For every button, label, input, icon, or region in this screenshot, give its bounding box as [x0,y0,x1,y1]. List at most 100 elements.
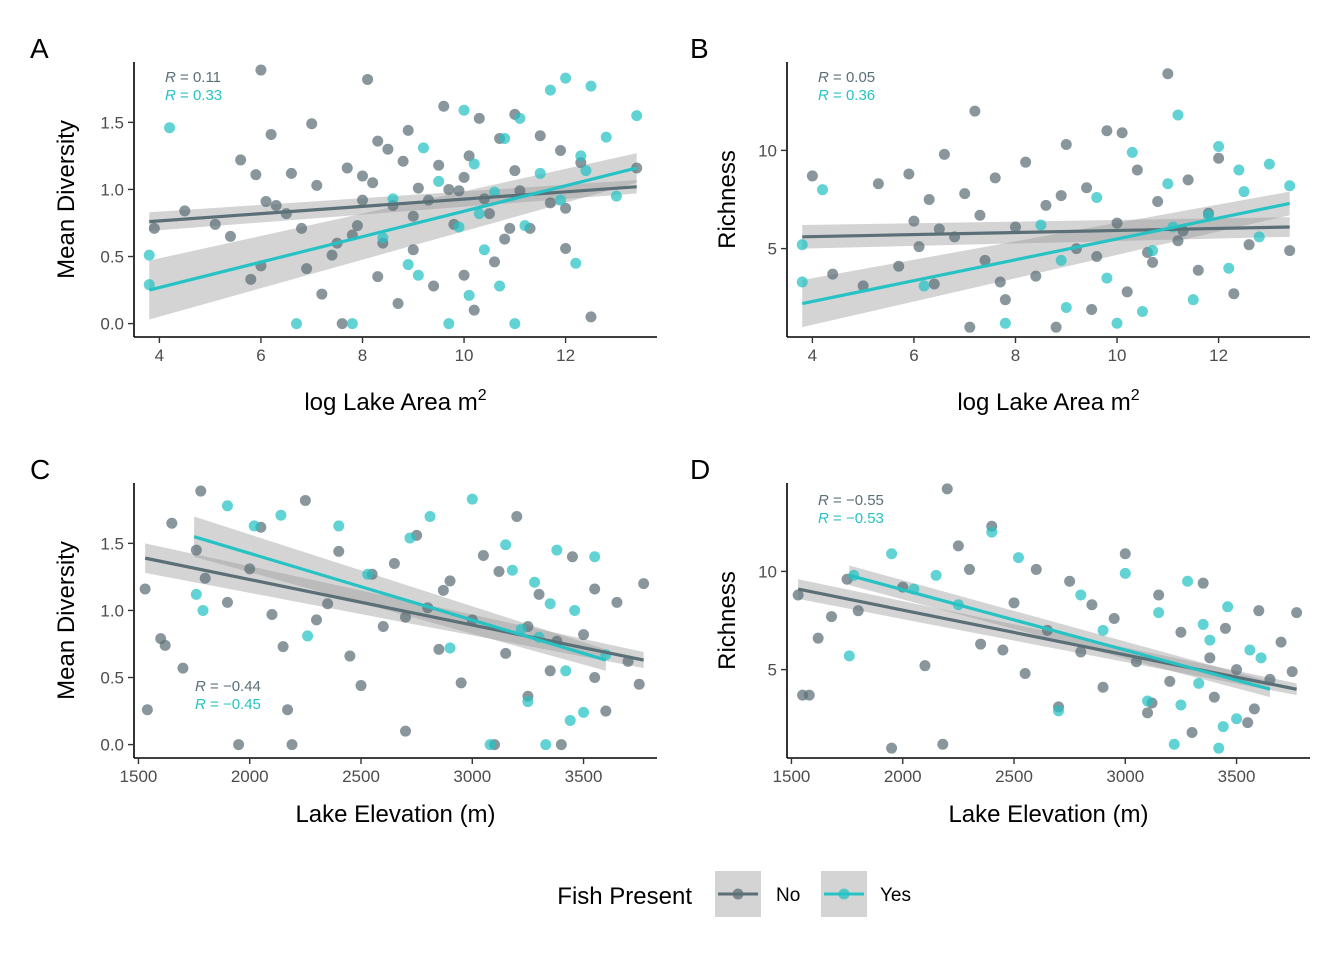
x-tick-label: 2000 [884,767,922,786]
fit-line-no [149,185,637,224]
data-point-yes [600,131,612,143]
data-point-yes [458,104,470,116]
x-tick-label: 1500 [120,767,158,786]
correlation-value: = −0.53 [829,510,884,527]
x-tick-label: 8 [358,346,367,365]
data-point-no [341,162,353,174]
panel-tag: B [690,33,709,64]
data-point-no [544,665,556,677]
data-point-no [997,644,1009,656]
data-point-no [433,159,445,171]
x-tick-label: 2500 [995,767,1033,786]
data-point-no [1050,321,1062,333]
data-point-no [377,621,389,633]
data-point-yes [560,72,572,84]
data-point-no [1213,152,1225,164]
confidence-bands [802,191,1290,328]
data-point-yes [1168,738,1180,750]
correlation-label-yes: R = −0.53 [818,510,884,527]
data-point-yes [578,706,590,718]
data-point-no [504,222,516,234]
data-point-yes [290,318,302,330]
data-point-yes [1263,158,1275,170]
data-point-no [1286,666,1298,678]
data-point-no [1119,548,1131,560]
data-point-yes [1182,575,1194,587]
correlation-label-no: R = 0.05 [818,69,875,86]
data-point-no [937,738,949,750]
data-point-yes [918,280,930,292]
correlation-label-yes: R = 0.36 [818,87,875,104]
data-point-no [1147,256,1159,268]
data-point-yes [1213,140,1225,152]
data-point-no [857,280,869,292]
data-point-no [1108,613,1120,625]
data-point-no [852,605,864,617]
correlation-value: = 0.36 [829,87,875,104]
data-point-no [362,73,374,85]
data-point-no [195,485,207,497]
data-point-no [299,494,311,506]
data-point-yes [412,269,424,281]
data-point-yes [1091,192,1103,204]
x-tick-label: 3000 [1106,767,1144,786]
data-point-no [1030,270,1042,282]
data-point-no [886,742,898,754]
data-point-yes [1147,245,1159,257]
correlation-symbol: R [165,69,176,86]
data-point-yes [555,194,567,206]
data-point-no [1086,304,1098,315]
data-point-yes [197,604,209,616]
data-point-no [941,483,953,495]
data-point-no [1086,599,1098,611]
data-point-yes [529,576,541,588]
data-point-yes [515,623,527,635]
legend-item-no: No [715,871,800,917]
data-point-no [351,220,363,232]
correlation-symbol: R [818,69,829,86]
data-point-no [356,170,368,182]
data-point-no [255,64,267,76]
data-point-no [296,222,308,234]
data-point-no [1243,239,1255,251]
data-point-yes [499,132,511,144]
data-point-no [1091,250,1103,262]
data-point-no [1040,199,1052,211]
data-point-no [397,155,409,167]
data-point-yes [275,509,287,521]
data-point-no [245,273,257,285]
data-point-yes [1075,589,1087,601]
data-point-no [468,304,480,316]
data-point-no [1231,664,1243,676]
x-tick-label: 1500 [773,767,811,786]
correlation-value: = 0.11 [176,69,221,86]
x-tick-label: 3500 [1218,767,1256,786]
correlation-symbol: R [195,696,206,713]
data-point-no [994,276,1006,288]
data-point-no [407,244,419,256]
data-point-yes [1187,294,1199,306]
data-point-no [282,704,294,716]
data-point-no [1055,190,1067,202]
panel-c: C 1500 2000 2500 3000 3500 0.0 0.5 1.0 1.5 Lake El… [30,454,657,828]
data-point-no [443,183,455,195]
data-point-no [928,278,940,290]
x-axis-title-text: log Lake Area m [957,389,1130,416]
data-point-no [999,294,1011,306]
data-point-yes [1162,178,1174,190]
data-point-yes [570,257,582,269]
data-point-no [1009,221,1021,233]
data-point-no [310,614,322,626]
data-point-no [500,647,512,659]
data-point-no [382,143,394,155]
legend-label-yes: Yes [880,885,911,906]
data-point-yes [346,318,358,330]
correlation-symbol: R [818,492,829,509]
data-point-yes [796,239,808,251]
x-tick-label: 12 [1209,346,1228,365]
data-point-no [388,557,400,569]
data-point-no [589,583,601,595]
y-axis-title: Mean Diversity [53,541,80,700]
data-point-yes [417,142,429,154]
data-point-yes [886,548,898,560]
